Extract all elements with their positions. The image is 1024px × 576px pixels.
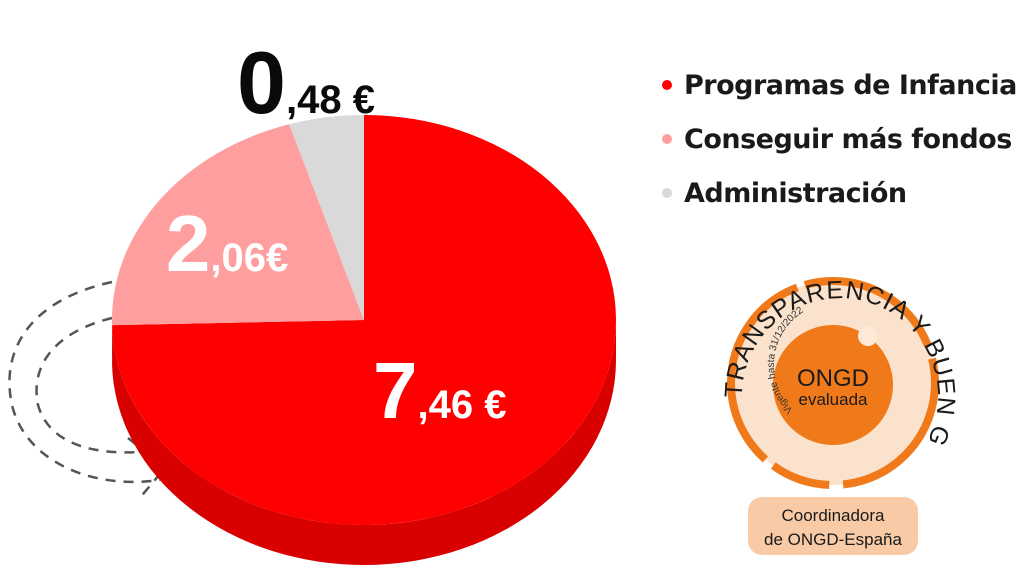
badge-center-circle — [773, 325, 893, 445]
pie-label-dec: ,06€ — [210, 236, 288, 280]
pie-top-layer — [112, 115, 616, 525]
pie-slice-programas — [112, 115, 616, 525]
pie-slice-administracion — [289, 115, 364, 320]
pie-label-int: 2 — [166, 199, 211, 288]
legend-label: Programas de Infancia — [684, 69, 1017, 101]
pie-label-programas: 7,46 € — [373, 346, 506, 435]
pie-slice-conseguir — [112, 124, 364, 326]
legend-item-programas: Programas de Infancia — [662, 58, 1017, 112]
pie-label-int: 0 — [237, 33, 286, 132]
rotation-arrow-inner — [35, 316, 141, 454]
pie-label-dec: ,48 € — [286, 78, 375, 122]
badge-footer-line2: de ONGD-España — [764, 530, 902, 549]
rotation-arrow-head — [127, 437, 167, 501]
legend-dot-icon — [662, 134, 672, 144]
legend-item-administracion: Administración — [662, 166, 1017, 220]
badge-center-line1: ONGD — [797, 365, 869, 392]
badge-flower-icon — [858, 326, 878, 346]
pie-chart: 7,46 € 2,06€ 0,48 € — [112, 33, 616, 566]
pie-labels-layer: 7,46 € 2,06€ 0,48 € — [166, 33, 507, 435]
legend-dot-icon — [662, 80, 672, 90]
badge-footer-line1: Coordinadora — [781, 506, 885, 525]
pie-label-administracion: 0,48 € — [237, 33, 375, 132]
legend-label: Conseguir más fondos — [684, 123, 1012, 155]
pie-label-int: 7 — [373, 346, 418, 435]
legend-label: Administración — [684, 177, 907, 209]
badge-footer-box — [748, 497, 918, 555]
pie-side-layer — [112, 320, 616, 566]
pie-side-programas — [112, 320, 616, 566]
rotation-arrow-icon — [8, 280, 167, 501]
legend-item-conseguir: Conseguir más fondos — [662, 112, 1017, 166]
pie-label-conseguir: 2,06€ — [166, 199, 288, 288]
badge-center-line2: evaluada — [798, 390, 868, 409]
chart-legend: Programas de Infancia Conseguir más fond… — [662, 58, 1017, 220]
legend-dot-icon — [662, 188, 672, 198]
pie-label-dec: ,46 € — [418, 383, 507, 427]
rotation-arrow-outer — [8, 280, 161, 484]
